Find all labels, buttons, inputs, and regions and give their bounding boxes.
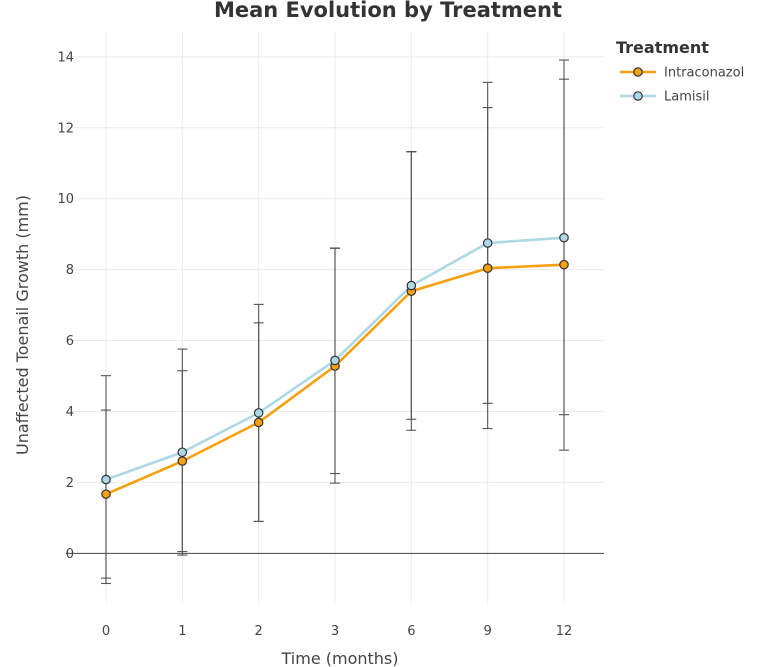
chart-title: Mean Evolution by Treatment [214,0,562,22]
x-tick-label: 3 [331,624,339,639]
y-tick-label: 4 [66,405,74,420]
legend-title: Treatment [616,38,709,57]
y-tick-label: 8 [66,263,74,278]
legend-swatch-marker [633,91,643,101]
legend-items: Intraconazol Lamisil [620,66,744,105]
data-point [177,447,188,458]
y-tick-label: 12 [57,121,74,136]
data-point [559,259,569,270]
data-point [482,263,493,274]
data-point [253,408,264,418]
data-point [330,355,340,366]
data-point [559,232,569,243]
y-tick-label: 14 [57,50,74,65]
x-tick-label: 6 [407,624,415,639]
legend-item: Intraconazol [620,66,744,81]
data-point [101,474,111,485]
series-points [101,232,569,499]
data-point [101,489,111,499]
x-axis-ticks: 0 1 2 3 6 9 12 [102,624,572,639]
y-axis-title: Unaffected Toenail Growth (mm) [13,195,32,455]
data-point [253,417,264,428]
x-tick-label: 2 [255,624,263,639]
data-point [177,456,188,466]
data-point [406,280,417,291]
y-tick-label: 2 [66,476,74,491]
legend-item: Lamisil [620,90,709,105]
legend: Treatment Intraconazol Lamisil [616,38,744,105]
y-tick-label: 0 [66,547,74,562]
x-tick-label: 1 [178,624,186,639]
y-tick-label: 6 [66,334,74,349]
x-tick-label: 9 [484,624,492,639]
x-tick-label: 12 [556,624,573,639]
data-point [482,238,493,248]
x-axis-title: Time (months) [281,649,399,667]
y-axis-ticks: 0 2 4 6 8 10 12 14 [57,50,74,562]
legend-label: Lamisil [664,90,709,105]
y-tick-label: 10 [57,192,74,207]
x-tick-label: 0 [102,624,110,639]
legend-swatch-marker [633,67,643,77]
legend-label: Intraconazol [664,66,744,81]
